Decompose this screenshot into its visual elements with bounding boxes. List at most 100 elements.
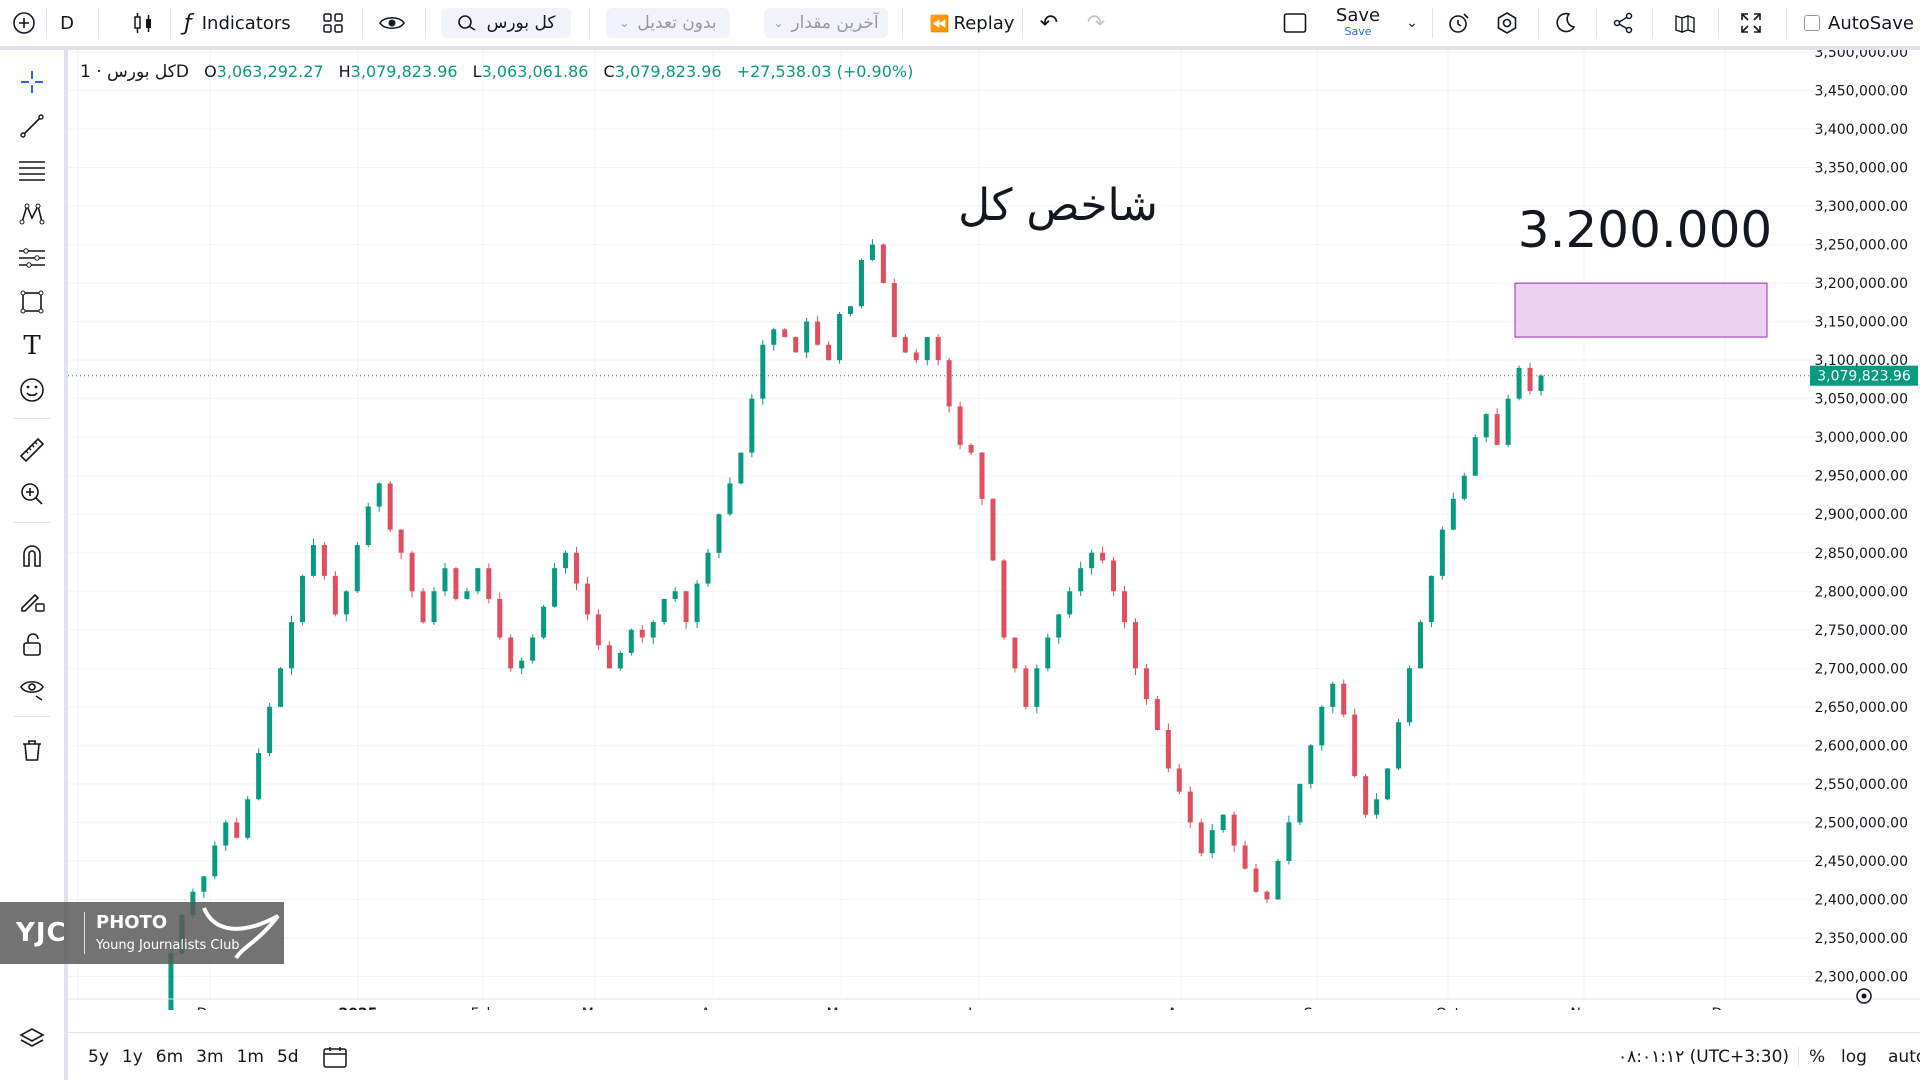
last-price-label: 3,079,823.96 <box>1817 369 1911 385</box>
undo-icon[interactable]: ↶ <box>1039 10 1059 36</box>
price-tick-label: 3,350,000.00 <box>1814 161 1908 177</box>
fib-retracement-icon[interactable] <box>12 150 52 190</box>
price-tick-label: 2,300,000.00 <box>1814 969 1908 985</box>
interval-button[interactable]: D <box>60 12 74 34</box>
candle-body <box>299 575 305 623</box>
candle-body <box>376 483 382 507</box>
time-axis[interactable]: ov Dec 2025 Feb Mar Apr May Jun Aug Sep Oct Nov Dec <box>68 998 1920 1010</box>
candle-body <box>267 706 273 754</box>
settings-hexagon-icon[interactable] <box>1490 0 1524 46</box>
candle-body <box>332 575 338 615</box>
price-tick-label: 3,250,000.00 <box>1814 238 1908 254</box>
save-sublabel: Save <box>1344 25 1372 38</box>
text-tool-icon[interactable]: T <box>23 331 41 361</box>
candle-body <box>168 953 174 1010</box>
range-button-1m[interactable]: 1m <box>236 1047 264 1067</box>
range-button-6m[interactable]: 6m <box>155 1047 184 1067</box>
auto-scale-toggle[interactable]: auto <box>1888 1047 1920 1067</box>
redo-icon[interactable]: ↷ <box>1086 10 1106 36</box>
emoji-icon[interactable] <box>12 370 52 410</box>
candle-body <box>848 306 853 314</box>
symbol-search-field[interactable]: کل بورس <box>441 8 571 38</box>
candle-body <box>1319 706 1325 746</box>
autosave-toggle[interactable]: AutoSave <box>1804 0 1916 46</box>
ruler-icon[interactable] <box>12 430 52 470</box>
indicators-button[interactable]: ƒ Indicators <box>184 0 310 46</box>
trash-icon[interactable] <box>12 730 52 770</box>
time-tick-label: Dec <box>1711 1006 1738 1010</box>
candle-body <box>1122 591 1128 623</box>
price-tick-label: 2,650,000.00 <box>1814 700 1908 716</box>
candle-body <box>201 876 207 892</box>
candle-body <box>1297 783 1303 823</box>
range-button-3m[interactable]: 3m <box>196 1047 224 1067</box>
layouts-grid-icon[interactable] <box>318 0 348 46</box>
range-button-5d[interactable]: 5d <box>276 1047 299 1067</box>
candle-body <box>278 668 284 707</box>
crosshair-icon[interactable] <box>12 62 52 102</box>
candle-body <box>1505 398 1511 445</box>
price-axis[interactable]: 3,500,000.00 3,450,000.00 3,400,000.00 3,35… <box>1810 50 1918 985</box>
legend-open-label: O <box>204 62 217 81</box>
zoom-in-icon[interactable] <box>12 474 52 514</box>
candle-body <box>617 652 623 669</box>
clock-timezone[interactable]: ۰۸:۰۱:۱۲ (UTC+3:30) <box>1618 1047 1790 1067</box>
pattern-icon[interactable] <box>12 194 52 234</box>
alert-clock-icon[interactable] <box>1442 0 1476 46</box>
candle-body <box>826 344 832 361</box>
autosave-checkbox[interactable] <box>1804 15 1820 31</box>
time-tick-label: Oct <box>1436 1006 1461 1010</box>
adjustment-select-value: بدون تعدیل <box>637 13 717 33</box>
legend-change: +27,538.03 (+0.90%) <box>736 62 914 81</box>
chevron-down-icon[interactable]: ⌄ <box>1406 15 1418 31</box>
layout-square-icon[interactable] <box>1280 0 1310 46</box>
candle-type-icon[interactable] <box>128 0 158 46</box>
unlock-icon[interactable] <box>12 624 52 664</box>
candle-body <box>1461 475 1467 499</box>
candle-body <box>1330 683 1336 707</box>
replay-button[interactable]: ⏪ Replay <box>924 0 1020 46</box>
candle-body <box>639 629 645 638</box>
adjustment-select[interactable]: ⌄ بدون تعدیل <box>606 8 730 38</box>
range-button-1y[interactable]: 1y <box>121 1047 143 1067</box>
candle-body <box>584 583 590 615</box>
candle-body <box>1308 745 1314 784</box>
save-button[interactable]: Save Save <box>1328 0 1388 46</box>
bottom-toolbar: 5y 1y 6m 3m 1m 5d ۰۸:۰۱:۱۲ (UTC+3:30) % log a… <box>68 1032 1920 1081</box>
percent-toggle[interactable]: % <box>1809 1047 1826 1067</box>
replay-label: Replay <box>953 12 1015 34</box>
candle-body <box>1483 414 1489 438</box>
candle-body <box>1220 814 1226 831</box>
eye-icon[interactable] <box>376 0 408 46</box>
rectangle-shape-icon[interactable] <box>12 282 52 322</box>
candle-body <box>771 329 777 345</box>
trend-line-icon[interactable] <box>12 106 52 146</box>
lock-pencil-icon[interactable] <box>12 580 52 620</box>
magnet-icon[interactable] <box>12 536 52 576</box>
fullscreen-icon[interactable] <box>1734 0 1768 46</box>
time-tick-label: Aug <box>1167 1006 1194 1010</box>
candle-body <box>1341 683 1347 715</box>
time-axis-settings-icon[interactable] <box>1856 988 1872 1004</box>
hide-drawings-icon[interactable] <box>12 668 52 708</box>
candle-body <box>343 591 349 615</box>
moon-icon[interactable] <box>1548 0 1582 46</box>
candle-body <box>727 483 733 515</box>
share-icon[interactable] <box>1606 0 1640 46</box>
price-chart[interactable]: 3,500,000.00 3,450,000.00 3,400,000.00 3,35… <box>68 50 1920 1010</box>
log-toggle[interactable]: log <box>1841 1047 1867 1067</box>
range-button-5y[interactable]: 5y <box>88 1047 109 1067</box>
candle-body <box>1034 668 1040 707</box>
layers-icon[interactable] <box>12 1018 52 1058</box>
add-symbol-icon[interactable] <box>6 0 42 46</box>
candle-body <box>453 568 459 599</box>
candle-body <box>1165 729 1171 769</box>
candle-body <box>672 591 678 599</box>
object-tree-icon[interactable] <box>1668 0 1702 46</box>
legend-symbol[interactable]: کل بورس · 1D <box>80 62 189 82</box>
price-type-select[interactable]: ⌄ آخرین مقدار <box>764 8 888 38</box>
forecasting-icon[interactable] <box>12 238 52 278</box>
target-zone-rect[interactable] <box>1514 282 1768 338</box>
goto-date-icon[interactable] <box>322 1043 348 1071</box>
candle-body <box>749 398 755 453</box>
